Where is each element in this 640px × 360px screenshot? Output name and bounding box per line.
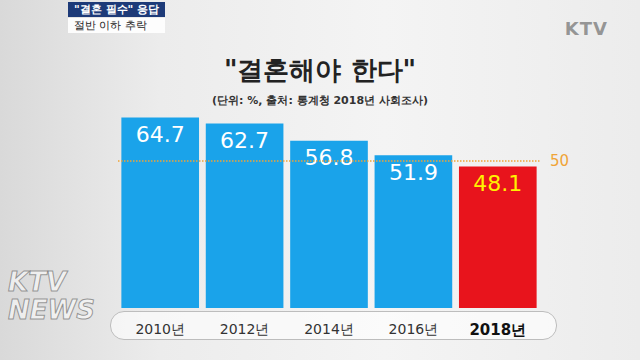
svg-text:2014년: 2014년 <box>304 321 354 337</box>
svg-text:2016년: 2016년 <box>389 321 439 337</box>
html-text:KTV: KTV <box>564 18 608 39</box>
svg-text:2012년: 2012년 <box>220 321 270 337</box>
html-text:KTV: KTV <box>8 267 66 297</box>
svg-text:48.1: 48.1 <box>473 171 522 196</box>
svg-text:2018년: 2018년 <box>469 321 526 339</box>
svg-text:(단위: %, 출처: 통계청 2018년 사회조사): (단위: %, 출처: 통계청 2018년 사회조사) <box>212 94 428 107</box>
html-text:NEWS: NEWS <box>8 295 95 325</box>
svg-text:"결혼해야 한다": "결혼해야 한다" <box>224 55 416 85</box>
html-text:절반 이하 추락: 절반 이하 추락 <box>74 19 147 32</box>
html-text:"결혼 필수" 응답: "결혼 필수" 응답 <box>74 3 160 16</box>
svg-text:2010년: 2010년 <box>135 321 185 337</box>
svg-text:64.7: 64.7 <box>136 122 185 147</box>
svg-text:50: 50 <box>550 152 569 170</box>
svg-text:51.9: 51.9 <box>389 160 438 185</box>
svg-text:62.7: 62.7 <box>220 128 269 153</box>
svg-text:56.8: 56.8 <box>305 145 354 170</box>
